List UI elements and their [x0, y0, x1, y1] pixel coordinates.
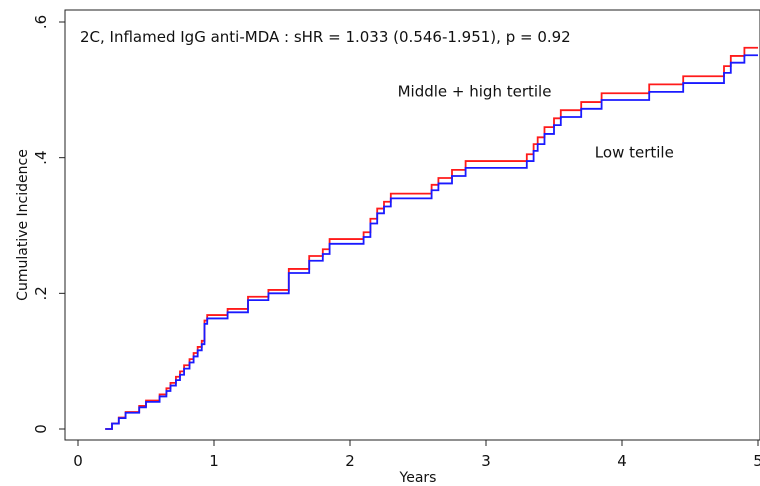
y-tick-label: 0 [32, 424, 50, 434]
y-tick-label: .4 [32, 151, 50, 165]
x-tick-label: 3 [481, 452, 491, 470]
annotations: Middle + high tertile Low tertile [398, 83, 674, 162]
chart-title: 2C, Inflamed IgG anti-MDA : sHR = 1.033 … [80, 28, 571, 46]
series-layer [105, 46, 758, 430]
series-2-line [105, 54, 758, 430]
x-axis-title: Years [399, 470, 437, 486]
x-axis: 0 1 2 3 4 5 [73, 440, 760, 470]
x-tick-label: 0 [73, 452, 83, 470]
plot-frame [64, 9, 760, 441]
y-axis: 0 .2 .4 .6 [32, 15, 65, 434]
y-axis-title: Cumulative Incidence [15, 149, 31, 301]
x-tick-label: 2 [345, 452, 355, 470]
x-tick-label: 5 [753, 452, 760, 470]
y-tick-label: .6 [32, 15, 50, 29]
x-tick-label: 4 [617, 452, 627, 470]
annotation-2: Low tertile [595, 144, 674, 162]
x-tick-label: 1 [209, 452, 219, 470]
series-1-line [105, 46, 758, 430]
annotation-1: Middle + high tertile [398, 83, 552, 101]
y-tick-label: .2 [32, 286, 50, 300]
